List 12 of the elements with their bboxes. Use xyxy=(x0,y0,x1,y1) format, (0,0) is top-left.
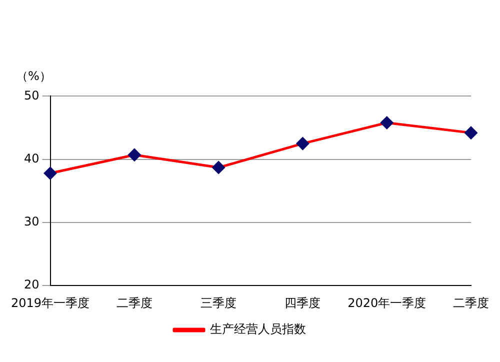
legend-label: 生产经营人员指数 xyxy=(210,322,306,336)
y-tick-label: 30 xyxy=(24,214,40,229)
y-tick-label: 50 xyxy=(24,88,40,102)
y-tick-label: 20 xyxy=(24,278,40,292)
x-tick-label: 2020年一季度 xyxy=(348,296,426,310)
x-tick-label: 二季度 xyxy=(453,296,489,310)
x-tick-label: 2019年一季度 xyxy=(10,296,90,310)
x-tick-label: 二季度 xyxy=(116,296,152,310)
x-tick-label: 三季度 xyxy=(200,296,237,310)
y-axis-title: （%） xyxy=(15,68,52,85)
x-tick-label: 四季度 xyxy=(284,296,321,310)
y-tick-label: 40 xyxy=(24,151,40,166)
